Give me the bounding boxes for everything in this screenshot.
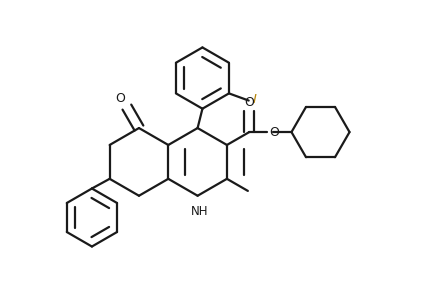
Text: I: I (253, 93, 256, 106)
Text: NH: NH (190, 205, 208, 218)
Text: O: O (244, 96, 254, 108)
Text: O: O (269, 125, 280, 139)
Text: O: O (115, 92, 125, 105)
